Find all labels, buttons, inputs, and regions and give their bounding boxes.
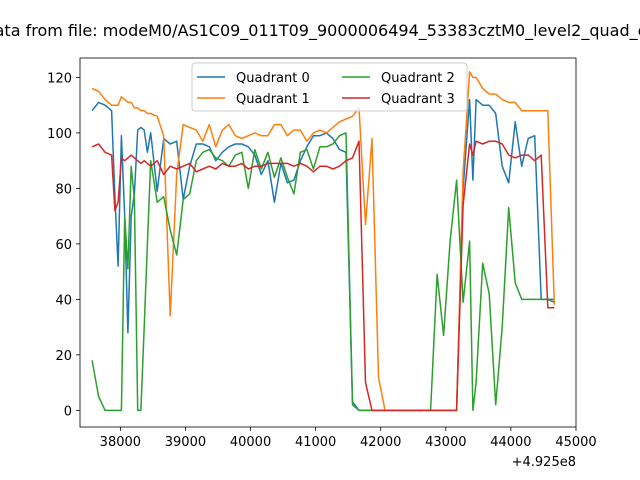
y-tick-label: 60 bbox=[55, 238, 72, 253]
series-lines bbox=[91, 71, 556, 412]
legend-items: Quadrant 0 Quadrant 1 Quadrant 2 Quadrant 3 bbox=[197, 71, 455, 107]
axis-ticks: 38000 39000 40000 41000 42000 43000 44000 45000… bbox=[47, 71, 597, 450]
y-tick-label: 120 bbox=[47, 71, 72, 86]
legend-label: Quadrant 3 bbox=[381, 92, 455, 107]
y-tick-label: 80 bbox=[55, 182, 72, 197]
x-tick-label: 39000 bbox=[165, 435, 206, 450]
y-tick-label: 100 bbox=[47, 127, 72, 142]
plot-area-frame bbox=[79, 57, 577, 428]
series-line-quadrant-0 bbox=[91, 98, 555, 412]
chart-title: Plot of data from file: modeM0/AS1C09_01… bbox=[0, 21, 640, 41]
y-tick-label: 20 bbox=[55, 349, 72, 364]
series-line-quadrant-1 bbox=[91, 71, 556, 412]
y-tick-label: 40 bbox=[55, 293, 72, 308]
x-tick-label: 45000 bbox=[555, 435, 596, 450]
x-tick-label: 42000 bbox=[360, 435, 401, 450]
legend-label: Quadrant 1 bbox=[236, 92, 310, 107]
x-tick-label: 40000 bbox=[230, 435, 271, 450]
series-line-quadrant-3 bbox=[91, 140, 555, 412]
x-tick-label: 44000 bbox=[490, 435, 531, 450]
x-tick-label: 43000 bbox=[425, 435, 466, 450]
x-tick-label: 38000 bbox=[100, 435, 141, 450]
legend: Quadrant 0 Quadrant 1 Quadrant 2 Quadrant 3 bbox=[191, 62, 468, 112]
y-tick-label: 0 bbox=[64, 404, 72, 419]
x-tick-label: 41000 bbox=[295, 435, 336, 450]
legend-label: Quadrant 2 bbox=[381, 71, 455, 86]
legend-label: Quadrant 0 bbox=[236, 71, 310, 86]
x-axis-offset-label: +4.925e8 bbox=[512, 455, 576, 470]
legend-box bbox=[191, 62, 468, 112]
series-line-quadrant-2 bbox=[91, 132, 555, 412]
